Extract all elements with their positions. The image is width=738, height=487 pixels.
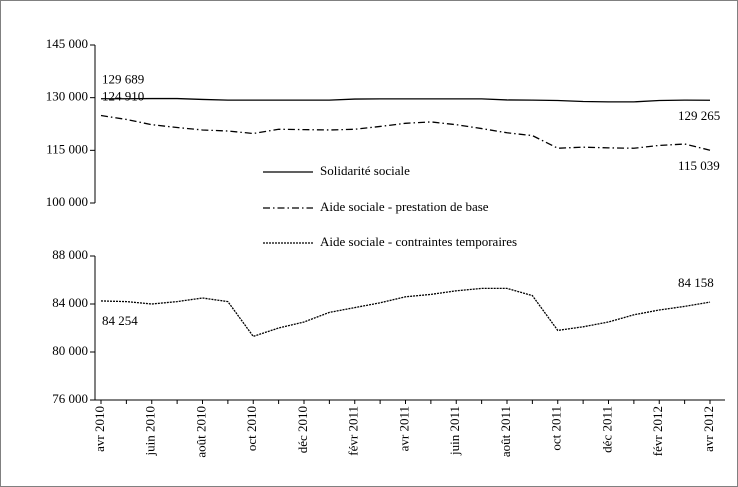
y-tick-label: 80 000 — [52, 343, 88, 358]
x-tick-label: avr 2011 — [396, 406, 411, 451]
legend-label: Aide sociale - prestation de base — [320, 199, 489, 214]
y-tick-label: 145 000 — [46, 36, 88, 51]
x-tick-label: août 2010 — [193, 406, 208, 458]
y-tick-label: 115 000 — [46, 141, 88, 156]
x-tick-label: avr 2010 — [92, 406, 107, 452]
legend-label: Solidarité sociale — [320, 163, 410, 178]
y-tick-label: 84 000 — [52, 295, 88, 310]
legend-label: Aide sociale - contraintes temporaires — [320, 234, 517, 249]
y-tick-label: 88 000 — [52, 247, 88, 262]
data-label: 129 265 — [678, 108, 720, 123]
series-line — [100, 97, 711, 103]
x-tick-label: juin 2011 — [447, 406, 462, 456]
x-tick-label: avr 2012 — [701, 406, 716, 452]
y-tick-label: 100 000 — [46, 194, 88, 209]
data-label: 84 254 — [102, 313, 138, 328]
series-line — [100, 114, 711, 151]
y-tick-label: 76 000 — [52, 391, 88, 406]
x-tick-label: oct 2011 — [549, 406, 564, 451]
x-tick-label: févr 2012 — [650, 406, 665, 456]
x-tick-label: août 2011 — [498, 406, 513, 457]
data-label: 124 910 — [102, 89, 144, 104]
x-tick-label: juin 2010 — [143, 406, 158, 456]
x-tick-label: oct 2010 — [244, 406, 259, 451]
x-tick-label: déc 2011 — [599, 406, 614, 453]
data-label: 129 689 — [102, 72, 144, 87]
data-label: 115 039 — [678, 158, 720, 173]
y-tick-label: 130 000 — [46, 89, 88, 104]
x-tick-label: déc 2010 — [295, 406, 310, 453]
x-tick-label: févr 2011 — [346, 406, 361, 456]
series-line — [100, 287, 711, 338]
data-label: 84 158 — [678, 275, 714, 290]
